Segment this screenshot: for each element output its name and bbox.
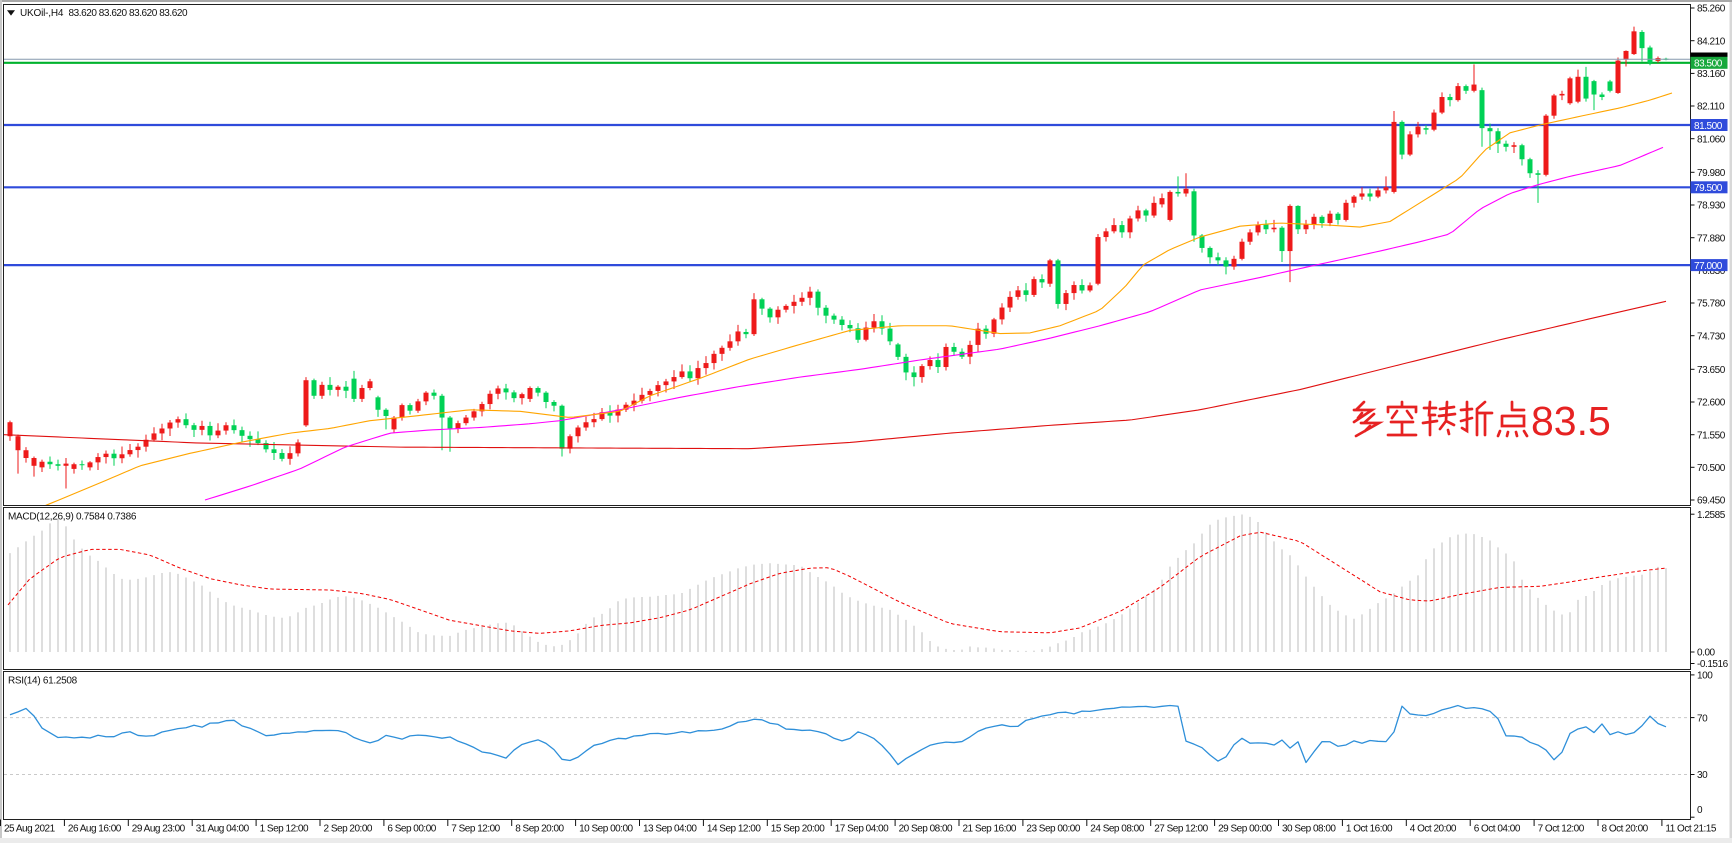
svg-text:74.730: 74.730 xyxy=(1697,331,1726,342)
svg-text:69.450: 69.450 xyxy=(1697,496,1726,507)
svg-text:77.000: 77.000 xyxy=(1694,261,1723,272)
svg-text:30: 30 xyxy=(1697,770,1708,781)
svg-text:83.160: 83.160 xyxy=(1697,69,1726,80)
svg-text:71.550: 71.550 xyxy=(1697,430,1726,441)
svg-text:4 Oct 20:00: 4 Oct 20:00 xyxy=(1410,824,1457,835)
svg-text:7 Oct 12:00: 7 Oct 12:00 xyxy=(1538,824,1585,835)
svg-text:31 Aug 04:00: 31 Aug 04:00 xyxy=(196,824,250,835)
svg-text:29 Sep 00:00: 29 Sep 00:00 xyxy=(1218,824,1272,835)
svg-text:76.830: 76.830 xyxy=(1697,266,1726,277)
svg-text:81.060: 81.060 xyxy=(1697,134,1726,145)
svg-text:8 Oct 20:00: 8 Oct 20:00 xyxy=(1602,824,1649,835)
svg-text:70.500: 70.500 xyxy=(1697,463,1726,474)
svg-text:RSI(14) 61.2508: RSI(14) 61.2508 xyxy=(8,676,78,687)
svg-text:1 Sep 12:00: 1 Sep 12:00 xyxy=(260,824,309,835)
svg-text:27 Sep 12:00: 27 Sep 12:00 xyxy=(1154,824,1208,835)
svg-text:21 Sep 16:00: 21 Sep 16:00 xyxy=(963,824,1017,835)
svg-text:82.110: 82.110 xyxy=(1697,102,1725,113)
svg-text:24 Sep 08:00: 24 Sep 08:00 xyxy=(1090,824,1144,835)
svg-text:25 Aug 2021: 25 Aug 2021 xyxy=(4,824,56,835)
svg-text:100: 100 xyxy=(1697,671,1713,682)
svg-text:17 Sep 04:00: 17 Sep 04:00 xyxy=(835,824,889,835)
svg-text:6 Sep 00:00: 6 Sep 00:00 xyxy=(387,824,436,835)
svg-text:30 Sep 08:00: 30 Sep 08:00 xyxy=(1282,824,1336,835)
svg-text:84.210: 84.210 xyxy=(1697,36,1726,47)
svg-text:0: 0 xyxy=(1697,805,1703,816)
svg-text:6 Oct 04:00: 6 Oct 04:00 xyxy=(1474,824,1521,835)
svg-text:23 Sep 00:00: 23 Sep 00:00 xyxy=(1026,824,1080,835)
svg-text:79.980: 79.980 xyxy=(1697,168,1726,179)
svg-text:UKOil-,H4 83.620 83.620 83.620: UKOil-,H4 83.620 83.620 83.620 83.620 xyxy=(20,8,188,19)
svg-text:75.780: 75.780 xyxy=(1697,299,1726,310)
svg-text:85.260: 85.260 xyxy=(1697,4,1726,15)
svg-text:11 Oct 21:15: 11 Oct 21:15 xyxy=(1665,824,1716,835)
svg-text:81.500: 81.500 xyxy=(1694,121,1723,132)
svg-text:70: 70 xyxy=(1697,713,1708,724)
svg-text:1.2585: 1.2585 xyxy=(1697,510,1726,521)
svg-text:MACD(12,26,9) 0.7584 0.7386: MACD(12,26,9) 0.7584 0.7386 xyxy=(8,512,137,523)
svg-text:7 Sep 12:00: 7 Sep 12:00 xyxy=(451,824,500,835)
svg-text:83.5: 83.5 xyxy=(1531,398,1611,444)
svg-text:14 Sep 12:00: 14 Sep 12:00 xyxy=(707,824,761,835)
svg-text:20 Sep 08:00: 20 Sep 08:00 xyxy=(899,824,953,835)
svg-text:73.650: 73.650 xyxy=(1697,365,1726,376)
svg-text:78.930: 78.930 xyxy=(1697,201,1726,212)
svg-text:29 Aug 23:00: 29 Aug 23:00 xyxy=(132,824,186,835)
svg-text:72.600: 72.600 xyxy=(1697,398,1726,409)
svg-text:10 Sep 00:00: 10 Sep 00:00 xyxy=(579,824,633,835)
svg-text:13 Sep 04:00: 13 Sep 04:00 xyxy=(643,824,697,835)
svg-text:1 Oct 16:00: 1 Oct 16:00 xyxy=(1346,824,1393,835)
svg-text:8 Sep 20:00: 8 Sep 20:00 xyxy=(515,824,564,835)
svg-text:0.00: 0.00 xyxy=(1697,648,1716,659)
svg-text:79.500: 79.500 xyxy=(1694,183,1723,194)
svg-text:15 Sep 20:00: 15 Sep 20:00 xyxy=(771,824,825,835)
svg-text:26 Aug 16:00: 26 Aug 16:00 xyxy=(68,824,122,835)
svg-text:2 Sep 20:00: 2 Sep 20:00 xyxy=(324,824,373,835)
svg-text:77.880: 77.880 xyxy=(1697,233,1726,244)
svg-text:83.500: 83.500 xyxy=(1694,59,1723,70)
svg-text:-0.1516: -0.1516 xyxy=(1697,659,1729,670)
